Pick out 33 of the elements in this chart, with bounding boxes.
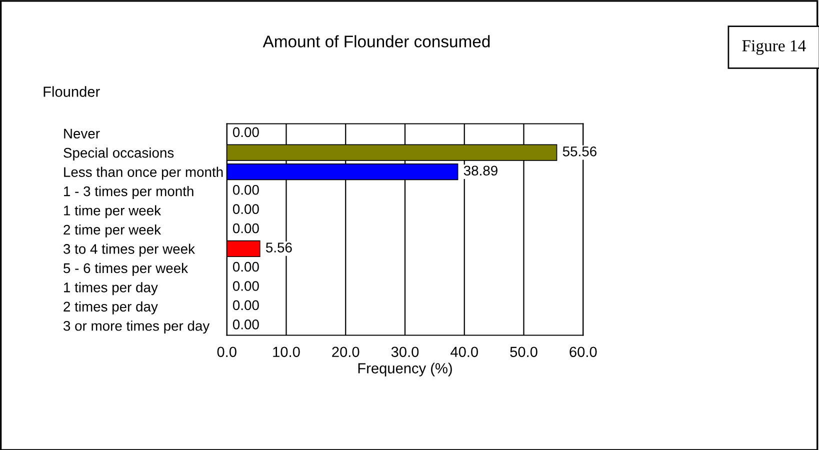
x-tick-label: 0.0 bbox=[217, 346, 236, 358]
data-label: 0.00 bbox=[232, 320, 259, 330]
x-tick-label: 40.0 bbox=[450, 346, 478, 358]
y-tick-label: 2 times per day bbox=[64, 301, 158, 314]
y-tick-label: Never bbox=[64, 128, 100, 139]
y-tick-label: 5 - 6 times per week bbox=[64, 262, 188, 276]
data-label: 0.00 bbox=[232, 184, 259, 195]
data-label: 0.00 bbox=[232, 300, 259, 310]
data-label: 0.00 bbox=[232, 204, 259, 214]
y-tick-label: 1 time per week bbox=[64, 205, 162, 218]
data-label: 5.56 bbox=[266, 242, 292, 252]
y-tick-label: 1 - 3 times per month bbox=[64, 186, 194, 199]
data-label: 38.89 bbox=[464, 166, 498, 176]
y-tick-label: 1 times per day bbox=[64, 282, 158, 296]
data-label: 0.00 bbox=[232, 281, 259, 291]
x-tick-label: 20.0 bbox=[332, 346, 360, 358]
y-tick-label: 2 time per week bbox=[64, 224, 162, 238]
data-label: 0.00 bbox=[232, 223, 259, 234]
y-axis-title: Flounder bbox=[44, 86, 100, 97]
x-axis-title: Frequency (%) bbox=[358, 362, 452, 376]
data-label: 0.00 bbox=[232, 127, 259, 138]
x-tick-label: 30.0 bbox=[391, 346, 419, 358]
y-tick-label: Special occasions bbox=[64, 148, 174, 161]
data-label: 55.56 bbox=[562, 146, 596, 156]
data-label: 0.00 bbox=[232, 262, 259, 272]
x-tick-label: 60.0 bbox=[570, 346, 597, 358]
y-tick-label: Less than once per month bbox=[64, 166, 223, 180]
caption: Figure 14 bbox=[742, 40, 806, 55]
y-tick-label: 3 to 4 times per week bbox=[64, 244, 195, 257]
chart-title: Amount of Flounder consumed bbox=[262, 35, 490, 48]
y-tick-label: 3 or more times per day bbox=[64, 320, 210, 334]
x-tick-label: 10.0 bbox=[273, 346, 300, 358]
x-tick-label: 50.0 bbox=[510, 346, 538, 358]
